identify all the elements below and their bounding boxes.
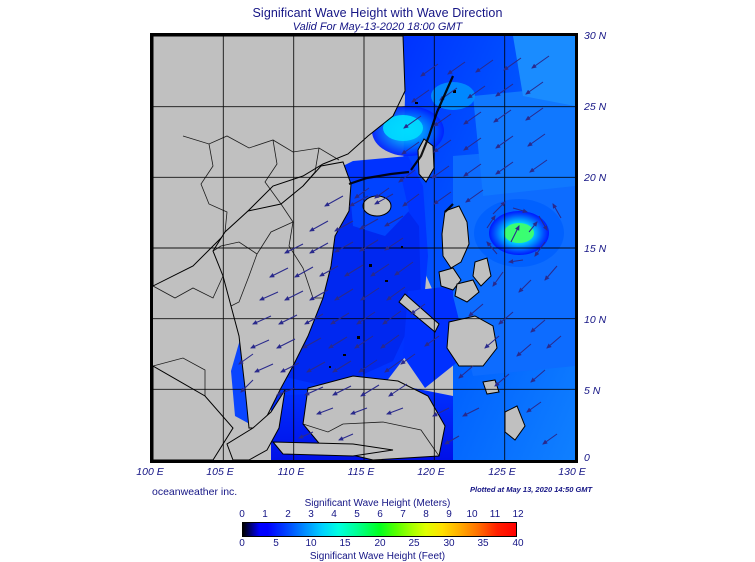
meter-tick-11: 11 bbox=[489, 509, 501, 520]
colorbar-legend: Significant Wave Height (Meters) 0 1 2 3… bbox=[0, 498, 755, 562]
feet-tick-5: 25 bbox=[408, 538, 420, 549]
colorbar-gradient[interactable] bbox=[242, 522, 517, 537]
y-tick-0: 30 N bbox=[584, 30, 607, 42]
colorbar-bottom-caption: Significant Wave Height (Feet) bbox=[309, 551, 446, 562]
feet-tick-6: 30 bbox=[443, 538, 455, 549]
meter-tick-10: 10 bbox=[466, 509, 478, 520]
meter-tick-5: 5 bbox=[354, 509, 360, 520]
meter-tick-4: 4 bbox=[331, 509, 337, 520]
map-render bbox=[153, 36, 575, 460]
y-tick-3: 15 N bbox=[584, 243, 607, 255]
feet-tick-7: 35 bbox=[477, 538, 489, 549]
x-tick-5: 125 E bbox=[488, 466, 516, 478]
meter-tick-6: 6 bbox=[377, 509, 383, 520]
y-tick-5: 5 N bbox=[584, 385, 601, 397]
plotted-timestamp: Plotted at May 13, 2020 14:50 GMT bbox=[470, 485, 593, 494]
feet-tick-8: 40 bbox=[512, 538, 524, 549]
meter-tick-2: 2 bbox=[285, 509, 291, 520]
meter-tick-7: 7 bbox=[400, 509, 406, 520]
feet-tick-4: 20 bbox=[374, 538, 386, 549]
page-title: Significant Wave Height with Wave Direct… bbox=[252, 6, 503, 20]
y-tick-6: 0 bbox=[584, 452, 590, 464]
meter-tick-0: 0 bbox=[239, 509, 245, 520]
colorbar-meter-ticks: 0 1 2 3 4 5 6 7 8 9 10 11 12 bbox=[0, 509, 755, 522]
y-tick-2: 20 N bbox=[584, 172, 607, 184]
map-plot-area[interactable] bbox=[150, 33, 578, 463]
meter-tick-9: 9 bbox=[446, 509, 452, 520]
x-tick-2: 110 E bbox=[277, 466, 305, 478]
x-tick-0: 100 E bbox=[136, 466, 164, 478]
feet-tick-1: 5 bbox=[273, 538, 279, 549]
y-tick-1: 25 N bbox=[584, 101, 607, 113]
x-tick-3: 115 E bbox=[347, 466, 375, 478]
feet-tick-2: 10 bbox=[305, 538, 317, 549]
credit-label: oceanweather inc. bbox=[152, 486, 238, 498]
meter-tick-12: 12 bbox=[512, 509, 524, 520]
page-subtitle: Valid For May-13-2020 18:00 GMT bbox=[292, 21, 463, 33]
map-canvas bbox=[153, 36, 575, 460]
y-tick-4: 10 N bbox=[584, 314, 607, 326]
feet-tick-0: 0 bbox=[239, 538, 245, 549]
x-tick-6: 130 E bbox=[558, 466, 586, 478]
meter-tick-8: 8 bbox=[423, 509, 429, 520]
meter-tick-3: 3 bbox=[308, 509, 314, 520]
x-tick-1: 105 E bbox=[206, 466, 234, 478]
feet-tick-3: 15 bbox=[339, 538, 351, 549]
x-tick-4: 120 E bbox=[417, 466, 445, 478]
colorbar-top-caption: Significant Wave Height (Meters) bbox=[304, 498, 451, 509]
meter-tick-1: 1 bbox=[262, 509, 268, 520]
colorbar-feet-ticks: 0 5 10 15 20 25 30 35 40 bbox=[0, 538, 755, 551]
colorbar-gradient-holder bbox=[0, 522, 755, 538]
